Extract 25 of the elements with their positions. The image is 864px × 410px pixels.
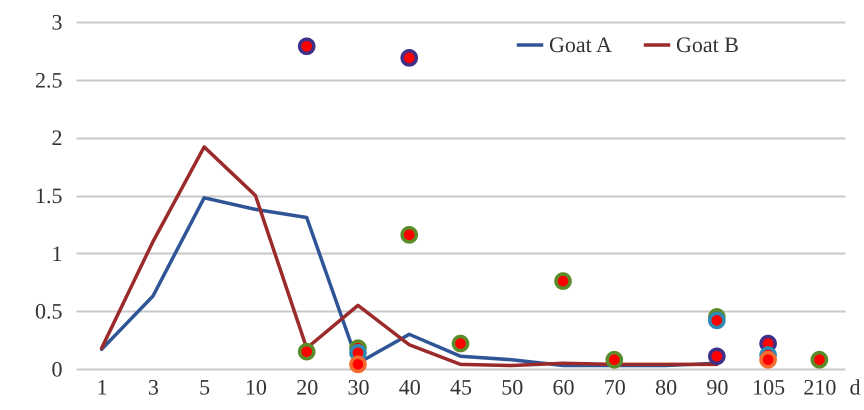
y-tick-label: 0.5 xyxy=(35,298,62,324)
x-tick-label: 90 xyxy=(706,374,728,400)
legend-label: Goat A xyxy=(549,32,612,57)
x-tick-label: 3 xyxy=(148,374,159,400)
x-tick-label: 20 xyxy=(296,374,318,400)
y-tick-label: 2 xyxy=(52,125,62,150)
x-tick-label: 80 xyxy=(655,374,678,400)
x-tick-label: 10 xyxy=(244,374,267,400)
y-tick-label: 3 xyxy=(52,10,62,34)
x-tick-label: 40 xyxy=(398,374,421,400)
x-axis-title: d xyxy=(850,374,860,400)
x-tick-label: 1 xyxy=(96,374,108,400)
y-tick-label: 0 xyxy=(52,356,62,382)
y-tick-label: 1.5 xyxy=(35,183,62,208)
x-tick-label: 45 xyxy=(450,374,472,400)
x-tick-label: 50 xyxy=(501,374,524,400)
x-tick-label: 210 xyxy=(803,374,836,400)
y-tick-label: 2.5 xyxy=(35,67,62,92)
x-tick-label: 5 xyxy=(199,374,210,400)
legend-label: Goat B xyxy=(676,32,739,57)
x-tick-label: 30 xyxy=(347,374,370,400)
y-tick-label: 1 xyxy=(52,240,62,266)
x-tick-label: 105 xyxy=(752,374,786,400)
x-tick-label: 60 xyxy=(552,374,575,400)
x-tick-label: 70 xyxy=(604,374,626,400)
